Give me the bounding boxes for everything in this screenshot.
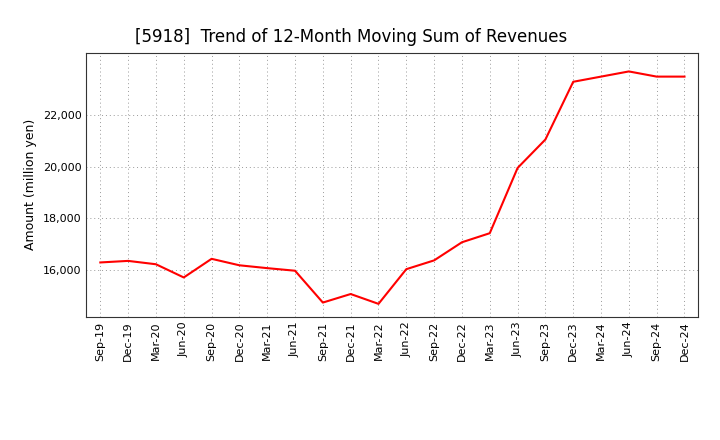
Text: [5918]  Trend of 12-Month Moving Sum of Revenues: [5918] Trend of 12-Month Moving Sum of R… bbox=[135, 28, 567, 46]
Y-axis label: Amount (million yen): Amount (million yen) bbox=[24, 119, 37, 250]
